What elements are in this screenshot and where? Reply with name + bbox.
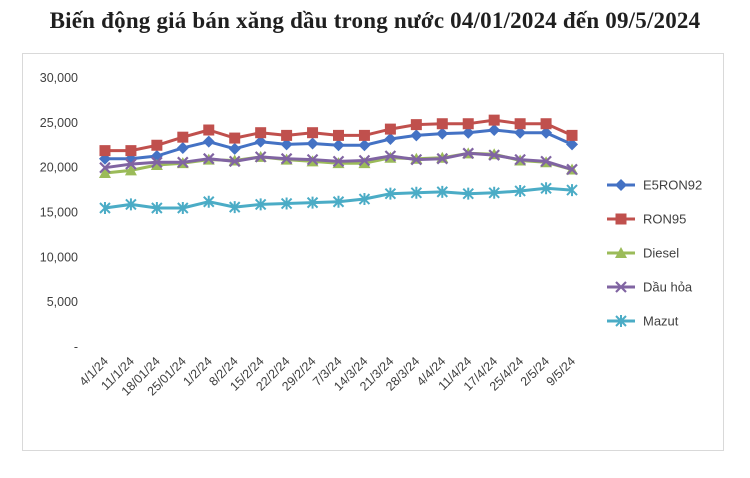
data-point-e5ron92 — [540, 126, 553, 139]
data-point-d-u-h-a — [436, 152, 449, 165]
data-point-ron95 — [255, 127, 267, 139]
data-point-d-u-h-a — [332, 155, 345, 168]
data-point-mazut — [436, 185, 448, 198]
data-point-diesel — [124, 164, 137, 176]
data-point-mazut — [280, 197, 293, 210]
data-point-d-u-h-a — [177, 156, 189, 169]
data-point-mazut — [462, 187, 474, 200]
data-point-mazut — [177, 202, 189, 215]
data-point-ron95 — [384, 123, 396, 135]
y-tick-label: 30,000 — [40, 71, 78, 85]
data-point-d-u-h-a — [151, 156, 163, 169]
data-point-mazut — [514, 184, 526, 197]
data-point-mazut — [566, 184, 578, 197]
legend-marker-d-u-h-a — [615, 281, 627, 293]
data-point-ron95 — [566, 129, 578, 141]
data-point-ron95 — [229, 132, 241, 144]
data-point-d-u-h-a — [254, 151, 267, 163]
data-point-d-u-h-a — [99, 161, 111, 174]
data-point-d-u-h-a — [228, 155, 241, 168]
y-tick-label: 25,000 — [40, 116, 78, 130]
legend-label-diesel: Diesel — [643, 246, 679, 261]
data-point-ron95 — [462, 118, 474, 130]
legend-label-ron95: RON95 — [643, 212, 686, 227]
y-tick-label: 10,000 — [40, 250, 78, 264]
data-point-mazut — [229, 201, 241, 214]
data-point-e5ron92 — [488, 124, 501, 137]
data-point-e5ron92 — [436, 127, 449, 140]
data-point-ron95 — [540, 118, 552, 130]
data-point-e5ron92 — [176, 141, 189, 154]
data-point-ron95 — [514, 118, 526, 130]
legend-marker-diesel — [615, 247, 627, 258]
y-tick-label: 5,000 — [47, 295, 78, 309]
data-point-ron95 — [307, 127, 319, 139]
legend-label-d-u-h-a: Dầu hỏa — [643, 280, 693, 295]
data-point-ron95 — [488, 114, 500, 126]
data-point-mazut — [488, 186, 500, 199]
chart-title: Biến động giá bán xăng dầu trong nước 04… — [49, 8, 701, 33]
data-point-e5ron92 — [202, 135, 215, 148]
data-point-mazut — [384, 187, 397, 200]
data-point-d-u-h-a — [488, 149, 500, 161]
data-point-d-u-h-a — [358, 154, 371, 167]
data-point-ron95 — [436, 118, 448, 130]
legend-label-mazut: Mazut — [643, 314, 679, 329]
data-point-ron95 — [333, 129, 344, 141]
x-tick-label: 9/5/24 — [544, 354, 579, 389]
data-point-mazut — [203, 195, 215, 208]
data-point-e5ron92 — [384, 132, 397, 145]
data-point-ron95 — [125, 145, 137, 157]
data-point-mazut — [306, 196, 319, 209]
legend-marker-ron95 — [615, 213, 627, 225]
data-point-e5ron92 — [566, 138, 579, 151]
chart-frame — [22, 53, 724, 451]
data-point-mazut — [358, 193, 371, 206]
data-point-mazut — [540, 182, 552, 195]
data-point-mazut — [151, 202, 163, 215]
data-point-diesel — [98, 167, 111, 179]
data-point-e5ron92 — [280, 138, 293, 151]
data-point-e5ron92 — [332, 139, 345, 152]
data-point-d-u-h-a — [514, 153, 526, 166]
data-point-e5ron92 — [254, 135, 267, 148]
data-point-d-u-h-a — [125, 158, 137, 170]
data-point-mazut — [99, 202, 111, 215]
data-point-mazut — [332, 195, 345, 208]
data-point-ron95 — [281, 129, 293, 141]
y-tick-label: - — [74, 340, 78, 354]
legend-marker-mazut — [615, 315, 627, 327]
data-point-d-u-h-a — [540, 155, 552, 168]
data-point-d-u-h-a — [384, 150, 397, 162]
data-point-d-u-h-a — [566, 163, 578, 176]
data-point-ron95 — [99, 145, 111, 157]
data-point-diesel — [150, 158, 163, 170]
data-point-ron95 — [151, 139, 163, 151]
data-point-e5ron92 — [228, 142, 241, 155]
data-point-mazut — [254, 198, 267, 211]
legend-label-e5ron92: E5RON92 — [643, 178, 702, 193]
data-point-d-u-h-a — [306, 153, 319, 166]
data-point-ron95 — [410, 119, 422, 131]
data-point-e5ron92 — [410, 129, 423, 142]
data-point-d-u-h-a — [462, 147, 475, 160]
data-point-diesel — [358, 157, 371, 169]
data-point-mazut — [410, 186, 423, 199]
data-point-d-u-h-a — [280, 152, 293, 165]
y-tick-label: 20,000 — [40, 161, 78, 175]
data-point-ron95 — [358, 129, 370, 141]
data-point-e5ron92 — [358, 139, 371, 152]
y-tick-label: 15,000 — [40, 206, 78, 220]
data-point-e5ron92 — [306, 137, 319, 150]
data-point-ron95 — [177, 131, 189, 143]
data-point-mazut — [125, 198, 137, 211]
data-point-e5ron92 — [462, 126, 475, 139]
data-point-ron95 — [203, 124, 215, 136]
data-point-d-u-h-a — [410, 153, 423, 166]
legend-marker-e5ron92 — [615, 179, 627, 191]
data-point-d-u-h-a — [202, 152, 215, 165]
data-point-e5ron92 — [514, 126, 527, 139]
